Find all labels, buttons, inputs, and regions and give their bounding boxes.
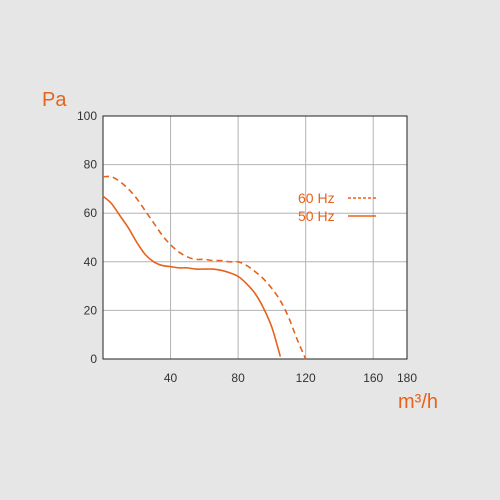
legend-label-60hz: 60 Hz: [298, 190, 335, 206]
plot-area: [103, 116, 407, 359]
y-tick-label: 80: [84, 158, 98, 172]
x-tick-label: 40: [164, 371, 178, 385]
series-group: [102, 175, 307, 360]
x-tick-label: 160: [363, 371, 383, 385]
x-tick-label: 120: [296, 371, 316, 385]
legend: 60 Hz 50 Hz: [298, 190, 376, 224]
x-tick-label: 180: [397, 371, 417, 385]
series-line-60hz: [102, 175, 307, 360]
series-line-50hz: [102, 195, 282, 357]
plot-border: [102, 115, 408, 360]
y-tick-label: 0: [90, 352, 97, 366]
y-tick-label: 100: [77, 109, 97, 123]
x-tick-label: 80: [231, 371, 245, 385]
tick-labels: 40 80 120 160 180 0 20 40 60 80 100: [77, 109, 417, 385]
x-axis-unit-label: m³/h: [398, 391, 438, 413]
y-tick-label: 40: [84, 255, 98, 269]
y-tick-label: 60: [84, 206, 98, 220]
y-tick-label: 20: [84, 303, 98, 317]
legend-label-50hz: 50 Hz: [298, 208, 335, 224]
y-axis-unit-label: Pa: [42, 89, 67, 111]
